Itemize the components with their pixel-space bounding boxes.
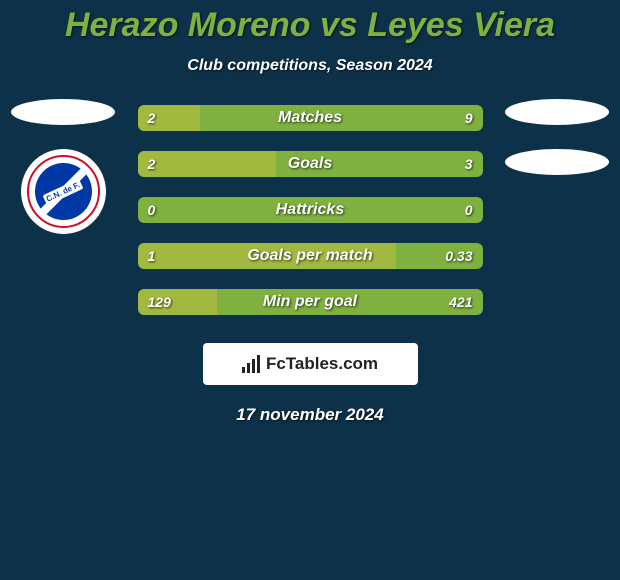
brand-bars-icon <box>242 355 260 373</box>
placeholder-oval-icon <box>505 99 609 125</box>
page-subtitle: Club competitions, Season 2024 <box>0 57 620 75</box>
stat-label: Goals <box>138 151 483 177</box>
brand-text: FcTables.com <box>266 354 378 374</box>
page-title: Herazo Moreno vs Leyes Viera <box>0 0 620 45</box>
brand-logo: FcTables.com <box>203 343 418 385</box>
placeholder-oval-icon <box>11 99 115 125</box>
left-player-badges: C.N. de F. <box>8 99 118 234</box>
stat-label: Min per goal <box>138 289 483 315</box>
date-label: 17 november 2024 <box>0 405 620 425</box>
club-badge-left: C.N. de F. <box>21 149 106 234</box>
stat-row: 23Goals <box>138 151 483 177</box>
stat-label: Goals per match <box>138 243 483 269</box>
stat-row: 10.33Goals per match <box>138 243 483 269</box>
comparison-panel: C.N. de F. 29Matches 23Goals 00Hattricks 10… <box>0 105 620 315</box>
right-player-badges <box>502 99 612 175</box>
stat-bars-container: 29Matches 23Goals 00Hattricks 10.33Goals pe… <box>138 105 483 315</box>
placeholder-oval-icon <box>505 149 609 175</box>
stat-label: Hattricks <box>138 197 483 223</box>
stat-row: 00Hattricks <box>138 197 483 223</box>
stat-row: 129421Min per goal <box>138 289 483 315</box>
stat-row: 29Matches <box>138 105 483 131</box>
stat-label: Matches <box>138 105 483 131</box>
